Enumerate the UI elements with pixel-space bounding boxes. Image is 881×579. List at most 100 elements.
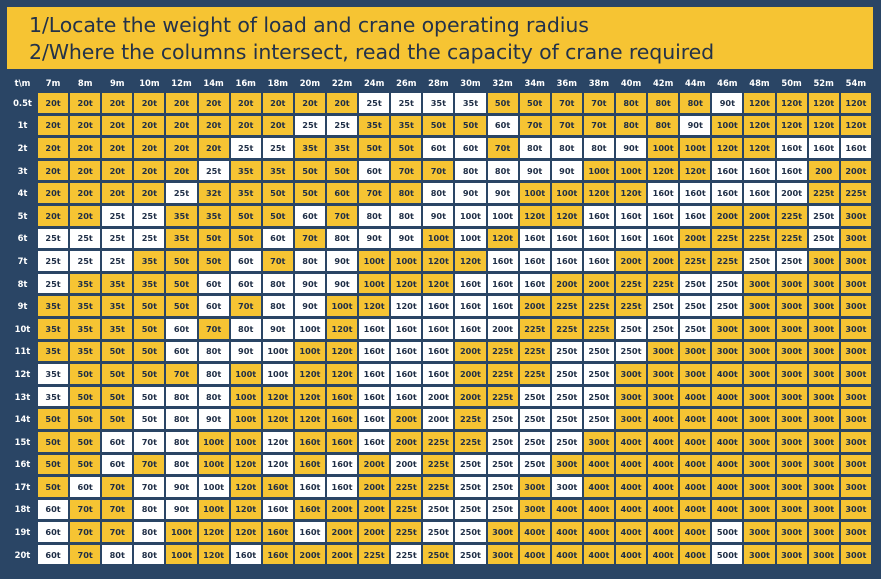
capacity-cell: 100t [648, 138, 679, 158]
table-row: 14t 50t 50t 50t 50t 80t 90t 100t 120t 120t 160t 160… [9, 409, 871, 429]
capacity-cell: 90t [198, 409, 229, 429]
capacity-cell: 400t [615, 522, 647, 542]
capacity-cell: 90t [712, 93, 743, 113]
capacity-cell: 400t [712, 454, 743, 475]
capacity-cell: 25t [70, 251, 101, 271]
capacity-cell: 120t [294, 364, 325, 384]
capacity-cell: 200t [455, 386, 486, 407]
capacity-cell: 250t [551, 431, 582, 452]
capacity-cell: 70t [102, 499, 133, 520]
capacity-cell: 160t [359, 386, 390, 407]
capacity-cell: 225t [776, 205, 807, 226]
capacity-cell: 25t [102, 251, 133, 271]
capacity-cell: 160t [423, 296, 454, 316]
capacity-cell: 80t [487, 160, 518, 181]
capacity-cell: 35t [102, 318, 133, 339]
capacity-cell: 300t [776, 431, 807, 452]
capacity-cell: 60t [38, 522, 69, 542]
table-row: 9t 35t 35t 35t 50t 50t 60t 70t 80t 90t 100t 120t 120… [9, 296, 871, 316]
capacity-cell: 80t [423, 183, 454, 203]
capacity-cell: 300t [808, 477, 839, 497]
capacity-cell: 50t [391, 138, 422, 158]
capacity-cell: 120t [423, 251, 454, 271]
capacity-cell: 300t [840, 205, 871, 226]
capacity-cell: 300t [744, 544, 775, 565]
capacity-cell: 20t [198, 138, 229, 158]
capacity-cell: 400t [648, 409, 679, 429]
capacity-cell: 300t [840, 318, 871, 339]
capacity-cell: 300t [648, 341, 679, 362]
capacity-cell: 250t [487, 477, 518, 497]
capacity-cell: 225t [391, 477, 422, 497]
capacity-cell: 35t [102, 273, 133, 294]
capacity-cell: 200t [326, 522, 358, 542]
capacity-cell: 90t [294, 273, 325, 294]
capacity-cell: 160t [680, 183, 711, 203]
capacity-cell: 70t [166, 364, 197, 384]
capacity-cell: 60t [294, 205, 325, 226]
capacity-cell: 160t [294, 454, 325, 475]
capacity-cell: 300t [840, 251, 871, 271]
capacity-cell: 225t [519, 341, 550, 362]
capacity-cell: 35t [423, 93, 454, 113]
capacity-cell: 300t [840, 364, 871, 384]
capacity-cell: 160t [262, 522, 293, 542]
capacity-cell: 225t [808, 183, 839, 203]
capacity-cell: 300t [744, 318, 775, 339]
capacity-cell: 400t [583, 454, 614, 475]
capacity-cell: 300t [744, 477, 775, 497]
capacity-cell: 300t [808, 364, 839, 384]
capacity-cell: 300t [551, 477, 582, 497]
capacity-cell: 160t [423, 364, 454, 384]
capacity-cell: 80t [615, 115, 647, 136]
capacity-cell: 20t [166, 160, 197, 181]
capacity-cell: 300t [648, 364, 679, 384]
capacity-cell: 225t [487, 341, 518, 362]
capacity-cell: 35t [70, 318, 101, 339]
capacity-cell: 250t [423, 544, 454, 565]
load-row-header: 7t [17, 255, 28, 266]
capacity-cell: 50t [70, 409, 101, 429]
capacity-cell: 300t [776, 318, 807, 339]
capacity-cell: 20t [134, 93, 165, 113]
radius-column-header: 26m [396, 78, 417, 88]
capacity-cell: 50t [70, 364, 101, 384]
capacity-cell: 400t [615, 431, 647, 452]
capacity-cell: 120t [744, 93, 775, 113]
capacity-cell: 200t [359, 454, 390, 475]
capacity-cell: 50t [134, 318, 165, 339]
capacity-cell: 225t [455, 431, 486, 452]
capacity-cell: 400t [680, 477, 711, 497]
capacity-cell: 70t [70, 522, 101, 542]
capacity-cell: 35t [38, 364, 69, 384]
table-row: 19t 60t 70t 70t 80t 100t 120t 120t 160t 160t 200t 2… [9, 522, 871, 542]
capacity-cell: 80t [391, 205, 422, 226]
capacity-cell: 60t [198, 273, 229, 294]
capacity-cell: 35t [230, 183, 261, 203]
capacity-cell: 100t [198, 499, 229, 520]
capacity-cell: 90t [519, 160, 550, 181]
capacity-cell: 300t [680, 341, 711, 362]
capacity-cell: 250t [583, 386, 614, 407]
capacity-cell: 50t [230, 228, 261, 249]
capacity-cell: 250t [551, 409, 582, 429]
capacity-cell: 300t [776, 499, 807, 520]
capacity-cell: 300t [776, 544, 807, 565]
capacity-cell: 100t [551, 183, 582, 203]
capacity-cell: 160t [744, 160, 775, 181]
capacity-cell: 300t [744, 341, 775, 362]
capacity-cell: 70t [262, 251, 293, 271]
capacity-cell: 200t [326, 544, 358, 565]
capacity-cell: 35t [391, 115, 422, 136]
capacity-cell: 120t [198, 544, 229, 565]
capacity-cell: 100t [230, 386, 261, 407]
capacity-cell: 60t [262, 228, 293, 249]
capacity-cell: 200t [840, 160, 871, 181]
capacity-cell: 50t [198, 228, 229, 249]
capacity-cell: 70t [519, 115, 550, 136]
capacity-cell: 200 [808, 160, 839, 181]
capacity-cell: 80t [455, 160, 486, 181]
capacity-cell: 300t [808, 454, 839, 475]
capacity-cell: 100t [615, 160, 647, 181]
capacity-cell: 225t [519, 364, 550, 384]
